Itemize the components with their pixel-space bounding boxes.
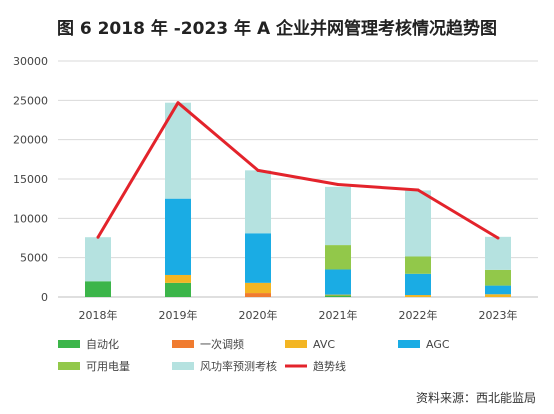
y-axis: 0 5000 10000 15000 20000 25000 30000 xyxy=(13,55,48,304)
y-tick-label: 10000 xyxy=(13,212,48,225)
y-tick-label: 30000 xyxy=(13,55,48,68)
legend-label: 趋势线 xyxy=(313,359,346,373)
source-note: 资料来源：西北能监局 xyxy=(415,391,536,405)
trend-point xyxy=(96,235,100,239)
x-tick-label: 2021年 xyxy=(319,308,358,322)
bar-segment xyxy=(325,269,351,295)
legend-swatch xyxy=(172,362,194,370)
trend-line-layer xyxy=(96,101,500,240)
y-tick-label: 20000 xyxy=(13,134,48,147)
legend-label: AGC xyxy=(426,338,450,351)
legend-swatch xyxy=(285,340,307,348)
x-tick-label: 2023年 xyxy=(479,308,518,322)
x-tick-label: 2018年 xyxy=(79,308,118,322)
legend-label: 自动化 xyxy=(86,337,119,351)
x-axis: 2018年 2019年 2020年 2021年 2022年 2023年 xyxy=(79,308,518,322)
trend-point xyxy=(496,236,500,240)
x-tick-label: 2020年 xyxy=(239,308,278,322)
bar-segment xyxy=(245,170,271,234)
bar-segment xyxy=(325,186,351,246)
trend-point xyxy=(336,183,340,187)
bar-segment xyxy=(85,281,111,297)
legend-label: 风功率预测考核 xyxy=(200,359,277,373)
bar-segment xyxy=(85,237,111,282)
bar-segment xyxy=(325,245,351,270)
legend-swatch xyxy=(58,362,80,370)
bar-segment xyxy=(245,293,271,297)
y-tick-label: 25000 xyxy=(13,94,48,107)
trend-point xyxy=(256,168,260,172)
bar-segment xyxy=(405,256,431,274)
bar-segment xyxy=(405,190,431,257)
legend-label: AVC xyxy=(313,338,335,351)
bar-segment xyxy=(325,294,351,296)
legend-swatch xyxy=(398,340,420,348)
bar-segment xyxy=(165,282,191,297)
bar-segment xyxy=(485,285,511,295)
bar-segment xyxy=(165,198,191,275)
grid-lines xyxy=(58,60,538,298)
bar-segment xyxy=(405,295,431,297)
x-tick-label: 2022年 xyxy=(399,308,438,322)
bar-segment xyxy=(485,269,511,286)
bar-segment xyxy=(325,295,351,297)
y-tick-label: 5000 xyxy=(20,252,48,265)
bar-segment xyxy=(485,294,511,297)
legend-label: 一次调频 xyxy=(200,337,244,351)
legend: 自动化 一次调频 AVC AGC 可用电量 风功率预测考核 趋势线 xyxy=(58,337,450,373)
legend-swatch xyxy=(172,340,194,348)
bar-segment xyxy=(245,282,271,294)
bar-segment xyxy=(405,273,431,296)
legend-swatch xyxy=(58,340,80,348)
x-tick-label: 2019年 xyxy=(159,308,198,322)
bar-segment xyxy=(245,233,271,283)
bar-segment xyxy=(165,274,191,283)
bar-segment xyxy=(485,236,511,270)
bars xyxy=(85,102,511,297)
legend-label: 可用电量 xyxy=(86,360,130,373)
trend-line xyxy=(96,101,499,240)
trend-point xyxy=(176,101,180,105)
chart-title: 图 6 2018 年 -2023 年 A 企业并网管理考核情况趋势图 xyxy=(56,19,498,39)
trend-point xyxy=(416,188,420,192)
y-tick-label: 15000 xyxy=(13,173,48,186)
y-tick-label: 0 xyxy=(41,291,48,304)
